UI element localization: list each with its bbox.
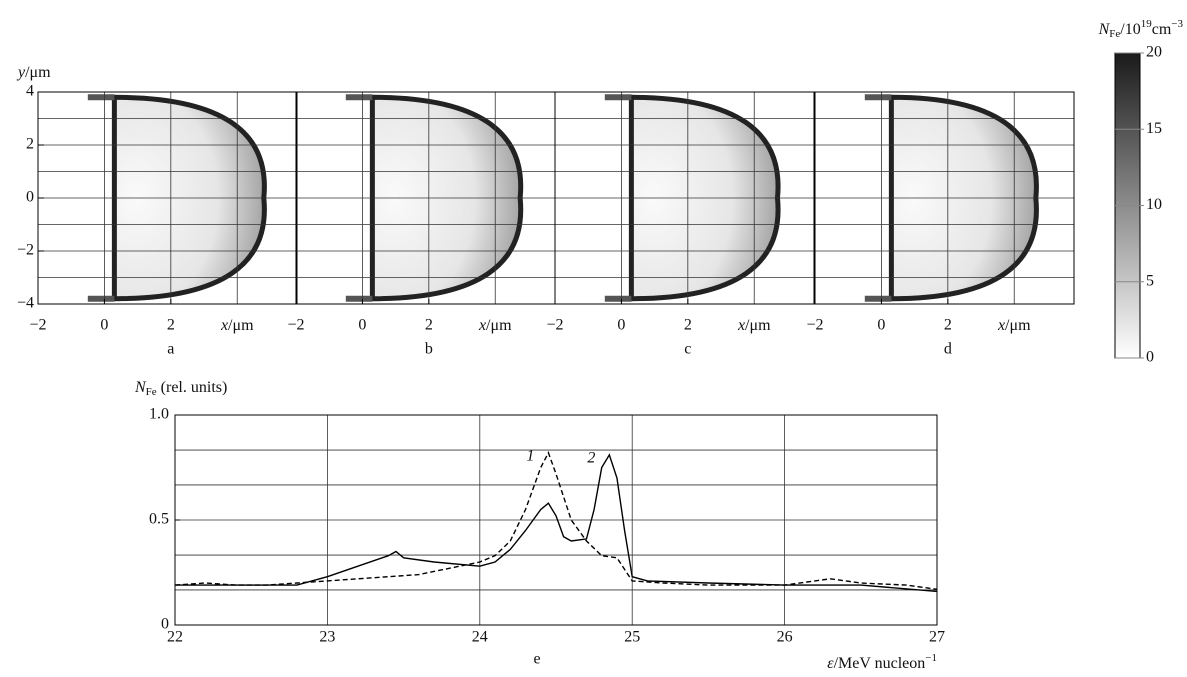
- unit: /10: [1120, 21, 1140, 38]
- subscript: Fe: [1109, 28, 1120, 40]
- series-label: 1: [526, 447, 534, 464]
- panel-label: b: [425, 341, 433, 358]
- y-tick-label: 0: [26, 189, 34, 206]
- panel-label: e: [533, 651, 540, 668]
- colorbar-tick-label: 0: [1146, 349, 1154, 366]
- x-axis-label: x/μm: [478, 317, 512, 334]
- x-tick-label: 2: [944, 317, 952, 334]
- x-tick-label: 27: [929, 629, 945, 646]
- x-tick-label: 26: [777, 629, 793, 646]
- x-tick-label: 2: [167, 317, 175, 334]
- panel-label: c: [684, 341, 691, 358]
- panel-label: d: [944, 341, 952, 358]
- y-tick-label: −2: [17, 242, 34, 259]
- x-tick-label: 0: [358, 317, 366, 334]
- plasma-edge: [604, 94, 632, 302]
- symbol: N: [1098, 21, 1111, 38]
- x-axis-label: x/μm: [997, 317, 1031, 334]
- x-unit: /μm: [486, 317, 512, 334]
- y-unit: /μm: [25, 64, 51, 81]
- x-tick-label: 25: [624, 629, 640, 646]
- x-tick-label: 0: [100, 317, 108, 334]
- x-tick-label: −2: [546, 317, 563, 334]
- plasma-edge: [345, 94, 373, 302]
- plasma-edge: [864, 94, 892, 302]
- x-tick-label: 0: [877, 317, 885, 334]
- rest: (rel. units): [157, 379, 228, 396]
- y-symbol: y: [16, 64, 26, 81]
- x-unit: /μm: [228, 317, 254, 334]
- series-label: 2: [587, 450, 595, 467]
- x-symbol: x: [478, 317, 486, 334]
- x-axis-label: x/μm: [220, 317, 254, 334]
- x-symbol: x: [997, 317, 1005, 334]
- density-panel: −2 0 2 x/μm b: [287, 91, 556, 358]
- x-tick-label: 2: [425, 317, 433, 334]
- data-line: [175, 453, 938, 593]
- x-tick-label: −2: [29, 317, 46, 334]
- plasma-edge: [87, 94, 115, 302]
- y-tick-label: 4: [26, 83, 34, 100]
- y-tick-label: 0.5: [149, 511, 169, 528]
- x-tick-label: 23: [319, 629, 335, 646]
- panel-label: a: [167, 341, 174, 358]
- x-tick-label: 24: [472, 629, 488, 646]
- x-unit: /μm: [1005, 317, 1031, 334]
- x-tick-label: −2: [806, 317, 823, 334]
- subscript: Fe: [146, 386, 157, 398]
- colorbar-tick-label: 5: [1146, 272, 1154, 289]
- panel-frame: [554, 91, 815, 305]
- y-tick-label: 2: [26, 136, 34, 153]
- unit: cm: [1152, 21, 1172, 38]
- x-tick-label: 0: [617, 317, 625, 334]
- y-axis-label: NFe (rel. units): [134, 379, 227, 398]
- colorbar-tick-label: 10: [1146, 196, 1162, 213]
- density-panel: −2 0 2 x/μm a: [29, 91, 298, 358]
- exponent: −1: [925, 652, 937, 664]
- y-tick-label: 0: [161, 616, 169, 633]
- x-tick-label: 2: [684, 317, 692, 334]
- colorbar-tick-label: 20: [1146, 44, 1162, 61]
- y-tick-label: 1.0: [149, 406, 169, 423]
- colorbar-title: NFe/1019cm−3: [1098, 18, 1184, 40]
- unit: /MeV nucleon: [834, 655, 926, 672]
- x-tick-label: −2: [287, 317, 304, 334]
- exponent: 19: [1141, 18, 1153, 30]
- density-panel: −2 0 2 x/μm d: [806, 91, 1075, 358]
- exponent: −3: [1171, 18, 1183, 30]
- data-line: [174, 451, 938, 590]
- y-tick-label: −4: [17, 295, 34, 312]
- panel-frame: [814, 91, 1075, 305]
- colorbar-tick-label: 15: [1146, 120, 1162, 137]
- x-unit: /μm: [745, 317, 771, 334]
- symbol: N: [134, 379, 147, 396]
- x-axis-label: ε/MeV nucleon−1: [827, 652, 937, 672]
- symbol: ε: [827, 655, 834, 672]
- density-panel: −2 0 2 x/μm c: [546, 91, 815, 358]
- y-axis-label: y/μm: [16, 64, 51, 81]
- x-symbol: x: [220, 317, 228, 334]
- x-tick-label: 22: [167, 629, 183, 646]
- x-symbol: x: [737, 317, 745, 334]
- x-axis-label: x/μm: [737, 317, 771, 334]
